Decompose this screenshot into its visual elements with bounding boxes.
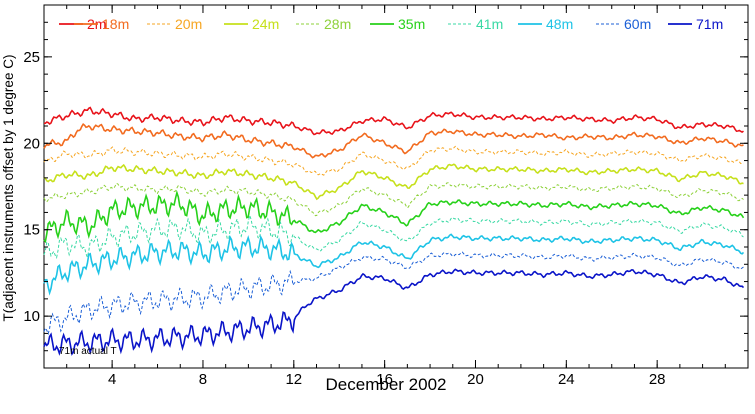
y-axis-title: T(adjacent instruments offset by 1 degre… xyxy=(1,55,16,322)
x-tick-label: 4 xyxy=(108,371,116,388)
series-line-71m xyxy=(43,268,745,356)
x-tick-label: 28 xyxy=(649,371,666,388)
series-line-35m xyxy=(43,189,745,244)
series-line-24m xyxy=(43,163,744,201)
x-tick-label: 20 xyxy=(467,371,484,388)
series-line-20m xyxy=(43,145,744,176)
legend-label-71m: 71m xyxy=(696,16,723,32)
series-line-28m xyxy=(43,182,744,217)
x-tick-label: 16 xyxy=(376,371,393,388)
legend-label-20m: 20m xyxy=(175,16,202,32)
y-tick-label: 20 xyxy=(23,135,40,152)
legend-label-18m: 18m xyxy=(102,16,129,32)
plot-frame xyxy=(43,4,749,369)
y-tick-label: 15 xyxy=(23,222,40,239)
series-layer xyxy=(43,106,745,356)
series-line-60m xyxy=(43,251,744,336)
x-axis-title: December 2002 xyxy=(326,375,447,394)
series-line-2m xyxy=(43,106,744,136)
y-tick-label: 10 xyxy=(23,308,40,325)
annotation-71m: 71m actual T xyxy=(59,346,117,357)
axis-ticks: 4 8 12 16 20 24 28 10 15 20 25 xyxy=(23,4,749,388)
series-line-41m xyxy=(43,213,744,259)
series-line-48m xyxy=(43,233,745,296)
x-tick-label: 12 xyxy=(285,371,302,388)
legend-label-35m: 35m xyxy=(398,16,425,32)
legend-label-60m: 60m xyxy=(624,16,651,32)
legend-label-41m: 41m xyxy=(476,16,503,32)
series-line-18m xyxy=(43,123,744,159)
x-tick-label: 8 xyxy=(199,371,207,388)
legend-label-24m: 24m xyxy=(252,16,279,32)
legend-label-48m: 48m xyxy=(546,16,573,32)
x-tick-label: 24 xyxy=(558,371,575,388)
y-tick-label: 25 xyxy=(23,49,40,66)
legend-label-28m: 28m xyxy=(324,16,351,32)
